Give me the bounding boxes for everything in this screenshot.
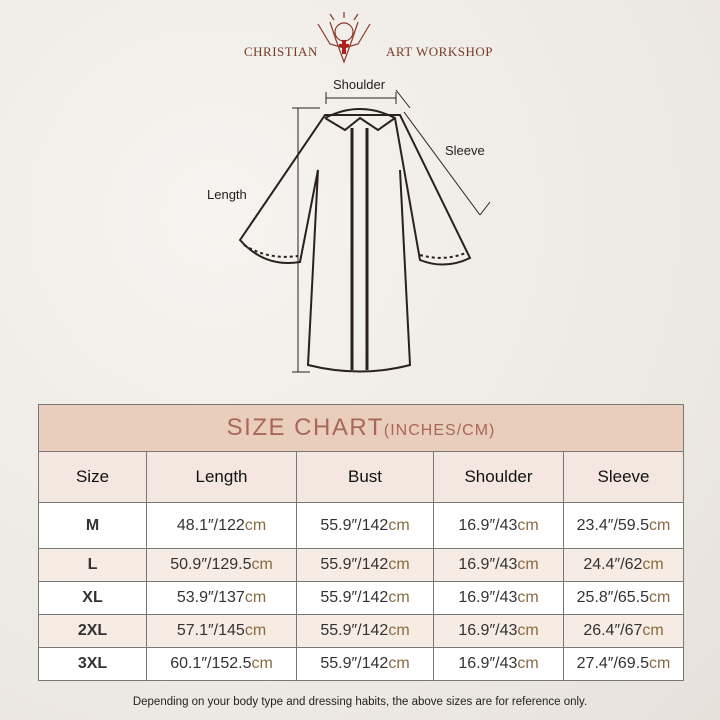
measure-cell: 24.4″/62cm bbox=[563, 548, 684, 582]
measure-cell: 23.4″/59.5cm bbox=[563, 502, 684, 549]
table-row: 2XL 57.1″/145cm 55.9″/142cm 16.9″/43cm 26.4″… bbox=[38, 614, 684, 648]
measure-cell: 16.9″/43cm bbox=[433, 548, 564, 582]
measure-cell: 53.9″/137cm bbox=[146, 581, 297, 615]
table-row: 3XL 60.1″/152.5cm 55.9″/142cm 16.9″/43cm 27.… bbox=[38, 647, 684, 681]
table-row: L 50.9″/129.5cm 55.9″/142cm 16.9″/43cm 24.4″… bbox=[38, 548, 684, 582]
length-label: Length bbox=[207, 187, 247, 202]
measure-cell: 27.4″/69.5cm bbox=[563, 647, 684, 681]
gown-diagram bbox=[238, 89, 491, 373]
header-shoulder: Shoulder bbox=[433, 451, 564, 503]
measure-cell: 60.1″/152.5cm bbox=[146, 647, 297, 681]
measure-cell: 57.1″/145cm bbox=[146, 614, 297, 648]
shoulder-label: Shoulder bbox=[333, 77, 386, 92]
header-size: Size bbox=[38, 451, 147, 503]
measure-cell: 16.9″/43cm bbox=[433, 581, 564, 615]
size-cell: 2XL bbox=[38, 614, 147, 648]
size-cell: M bbox=[38, 502, 147, 549]
header-bust: Bust bbox=[296, 451, 434, 503]
measure-cell: 25.8″/65.5cm bbox=[563, 581, 684, 615]
sleeve-label: Sleeve bbox=[445, 143, 485, 158]
size-cell: L bbox=[38, 548, 147, 582]
measure-cell: 55.9″/142cm bbox=[296, 581, 434, 615]
measure-cell: 48.1″/122cm bbox=[146, 502, 297, 549]
size-chart-title: SIZE CHART(INCHES/CM) bbox=[38, 404, 684, 452]
header-length: Length bbox=[146, 451, 297, 503]
measure-cell: 55.9″/142cm bbox=[296, 647, 434, 681]
size-cell: XL bbox=[38, 581, 147, 615]
measure-cell: 55.9″/142cm bbox=[296, 548, 434, 582]
measure-cell: 16.9″/43cm bbox=[433, 647, 564, 681]
table-row: M 48.1″/122cm 55.9″/142cm 16.9″/43cm 23.4″/5… bbox=[38, 502, 684, 549]
measure-cell: 55.9″/142cm bbox=[296, 614, 434, 648]
measure-cell: 16.9″/43cm bbox=[433, 502, 564, 549]
table-row: XL 53.9″/137cm 55.9″/142cm 16.9″/43cm 25.8″/… bbox=[38, 581, 684, 615]
size-cell: 3XL bbox=[38, 647, 147, 681]
logo-jesus-icon bbox=[317, 12, 371, 64]
measure-cell: 16.9″/43cm bbox=[433, 614, 564, 648]
measure-cell: 55.9″/142cm bbox=[296, 502, 434, 549]
measure-cell: 50.9″/129.5cm bbox=[146, 548, 297, 582]
measure-cell: 26.4″/67cm bbox=[563, 614, 684, 648]
header-sleeve: Sleeve bbox=[563, 451, 684, 503]
brand-right: ART WORKSHOP bbox=[386, 44, 493, 59]
brand-left: CHRISTIAN bbox=[244, 44, 318, 59]
size-chart-table: SIZE CHART(INCHES/CM) Size Length Bust S… bbox=[38, 404, 684, 681]
reference-note: Depending on your body type and dressing… bbox=[132, 696, 588, 708]
